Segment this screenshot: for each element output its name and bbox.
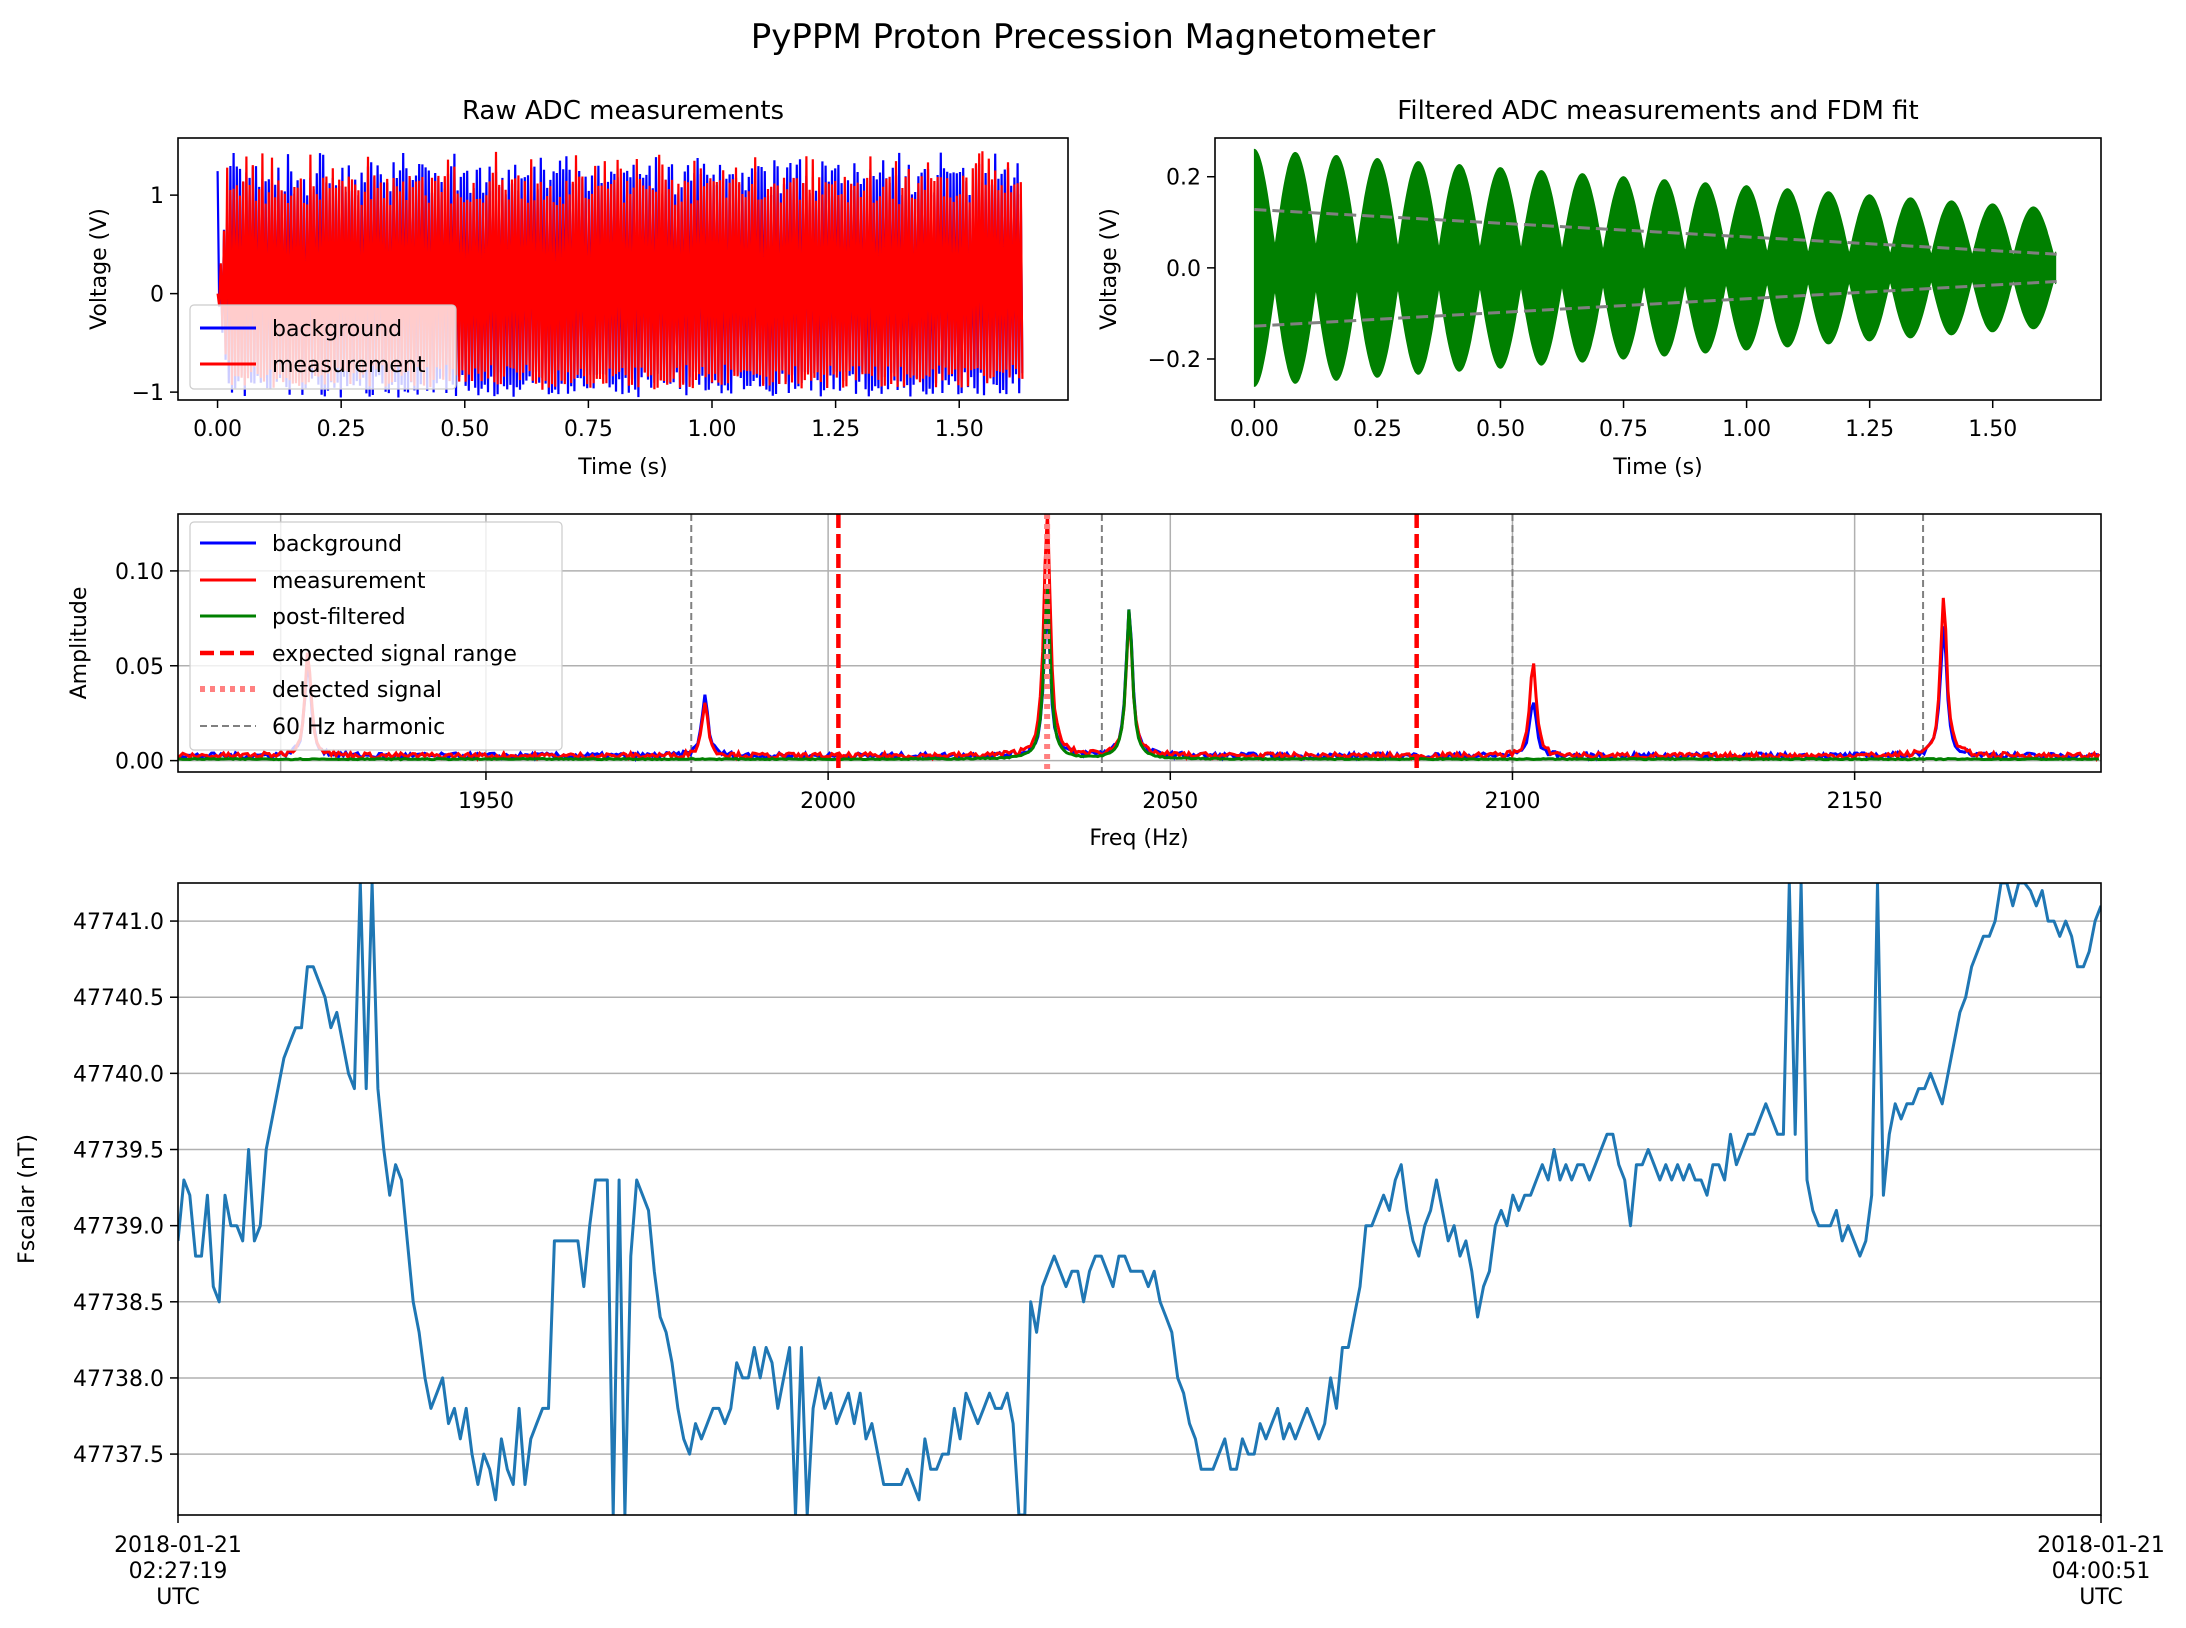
spectrum-series-post-filtered xyxy=(178,588,2100,762)
filtered-adc-signal xyxy=(1253,148,2057,387)
legend-label-60hz-harmonic: 60 Hz harmonic xyxy=(272,715,445,740)
raw-adc-ticks: 0.00 0.25 0.50 0.75 1.00 1.25 1.50 −1 0 1 xyxy=(132,184,984,442)
raw-adc-legend-box xyxy=(189,304,457,390)
spectrum-legend: background measurement post-filtered exp… xyxy=(189,521,563,751)
spectrum-ylabel: Amplitude xyxy=(67,587,92,700)
raw-adc-ytick-label: 0 xyxy=(150,283,164,308)
raw-adc-legend-label-measurement: measurement xyxy=(272,353,426,378)
fscalar-series xyxy=(178,883,2101,1515)
fscalar-plot-area xyxy=(178,883,2101,1515)
filtered-adc-xtick-label: 0.50 xyxy=(1476,417,1525,442)
spectrum-legend-box xyxy=(189,521,563,751)
raw-adc-xtick-label: 1.50 xyxy=(935,417,984,442)
fscalar-xtick-end-time: 04:00:51 xyxy=(2052,1559,2151,1584)
fscalar-xtick-end: 2018-01-21 04:00:51 UTC xyxy=(2037,1515,2165,1610)
fscalar-xtick-end-date: 2018-01-21 xyxy=(2037,1533,2165,1558)
fscalar-xtick-start-tz: UTC xyxy=(156,1585,200,1610)
spectrum-xtick-label: 2150 xyxy=(1827,789,1883,814)
raw-adc-ytick-label: −1 xyxy=(132,381,164,406)
spectrum-xtick-label: 2100 xyxy=(1484,789,1540,814)
filtered-adc-xtick-label: 1.00 xyxy=(1722,417,1771,442)
filtered-adc-ytick-label: −0.2 xyxy=(1148,348,1201,373)
spectrum-xtick-label: 2000 xyxy=(800,789,856,814)
filtered-adc-ticks: 0.00 0.25 0.50 0.75 1.00 1.25 1.50 −0.2 0.0 0.2 xyxy=(1148,166,2018,442)
raw-adc-legend-label-background: background xyxy=(272,317,402,342)
raw-adc-panel: Raw ADC measurements 0.00 0.25 0.50 0.75 1.0… xyxy=(87,96,1069,480)
fscalar-xtick-end-tz: UTC xyxy=(2079,1585,2123,1610)
filtered-adc-xtick-label: 1.25 xyxy=(1845,417,1894,442)
filtered-adc-ylabel: Voltage (V) xyxy=(1097,208,1122,330)
filtered-adc-ytick-label: 0.2 xyxy=(1166,166,1201,191)
raw-adc-axes-frame xyxy=(177,137,1069,401)
fscalar-ytick-label: 47740.0 xyxy=(73,1062,164,1087)
raw-adc-series-measurement xyxy=(216,151,1024,390)
filtered-adc-panel: Filtered ADC measurements and FDM fit 0.… xyxy=(1097,96,2102,480)
fscalar-panel: 47737.5 47738.0 47738.5 47739.0 47739.5 47740… xyxy=(15,882,2165,1610)
raw-adc-xtick-label: 1.25 xyxy=(811,417,860,442)
legend-label-post-filtered: post-filtered xyxy=(272,605,406,630)
fscalar-grid xyxy=(178,920,2101,1455)
raw-adc-ytick-label: 1 xyxy=(150,184,164,209)
fscalar-ytick-label: 47740.5 xyxy=(73,986,164,1011)
spectrum-plot-area xyxy=(178,514,2101,772)
raw-adc-xtick-label: 1.00 xyxy=(688,417,737,442)
figure-title: PyPPM Proton Precession Magnetometer xyxy=(751,17,1436,57)
filtered-adc-ytick-label: 0.0 xyxy=(1166,257,1201,282)
legend-label-expected-signal-range: expected signal range xyxy=(272,642,517,667)
raw-adc-plot-area xyxy=(216,151,1024,398)
legend-label-background: background xyxy=(272,532,402,557)
raw-adc-ylabel: Voltage (V) xyxy=(87,208,112,330)
spectrum-xtick-label: 1950 xyxy=(458,789,514,814)
filtered-adc-axes-frame xyxy=(1214,137,2102,401)
fdm-fit-lower xyxy=(1254,280,2057,328)
fscalar-axes-frame xyxy=(177,882,2102,1516)
fscalar-ytick-label: 47738.5 xyxy=(73,1291,164,1316)
fscalar-ylabel: Fscalar (nT) xyxy=(15,1134,40,1264)
fscalar-ytick-label: 47739.0 xyxy=(73,1215,164,1240)
legend-label-detected-signal: detected signal xyxy=(272,678,442,703)
spectrum-xtick-label: 2050 xyxy=(1142,789,1198,814)
filtered-adc-xtick-label: 0.25 xyxy=(1353,417,1402,442)
fscalar-ytick-label: 47739.5 xyxy=(73,1139,164,1164)
raw-adc-xtick-label: 0.00 xyxy=(193,417,242,442)
spectrum-panel: 1950 2000 2050 2100 2150 0.00 0.05 0.10 Freq (H… xyxy=(67,513,2102,851)
raw-adc-xtick-label: 0.75 xyxy=(564,417,613,442)
raw-adc-legend: background measurement xyxy=(189,304,457,390)
filtered-adc-plot-area xyxy=(1253,148,2057,387)
fscalar-ytick-label: 47738.0 xyxy=(73,1367,164,1392)
spectrum-ytick-label: 0.05 xyxy=(115,655,164,680)
spectrum-ytick-label: 0.10 xyxy=(115,560,164,585)
filtered-adc-xlabel: Time (s) xyxy=(1612,455,1702,480)
fscalar-xtick-start-time: 02:27:19 xyxy=(129,1559,228,1584)
raw-adc-xlabel: Time (s) xyxy=(577,455,667,480)
filtered-adc-xtick-label: 1.50 xyxy=(1968,417,2017,442)
raw-adc-title: Raw ADC measurements xyxy=(462,96,784,126)
filtered-adc-title: Filtered ADC measurements and FDM fit xyxy=(1397,96,1918,126)
fscalar-ytick-label: 47741.0 xyxy=(73,910,164,935)
raw-adc-xtick-label: 0.50 xyxy=(440,417,489,442)
fscalar-xtick-start-date: 2018-01-21 xyxy=(114,1533,242,1558)
raw-adc-xtick-label: 0.25 xyxy=(317,417,366,442)
fdm-fit-upper xyxy=(1254,208,2057,256)
spectrum-axes-frame xyxy=(177,513,2102,773)
fscalar-ticks: 47737.5 47738.0 47738.5 47739.0 47739.5 47740… xyxy=(73,910,178,1468)
spectrum-xlabel: Freq (Hz) xyxy=(1089,826,1188,851)
fscalar-ytick-label: 47737.5 xyxy=(73,1443,164,1468)
filtered-adc-xtick-label: 0.75 xyxy=(1599,417,1648,442)
fscalar-xtick-start: 2018-01-21 02:27:19 UTC xyxy=(114,1515,242,1610)
legend-label-measurement: measurement xyxy=(272,569,426,594)
filtered-adc-xtick-label: 0.00 xyxy=(1230,417,1279,442)
spectrum-ytick-label: 0.00 xyxy=(115,750,164,775)
spectrum-ticks: 1950 2000 2050 2100 2150 0.00 0.05 0.10 xyxy=(115,560,1883,814)
